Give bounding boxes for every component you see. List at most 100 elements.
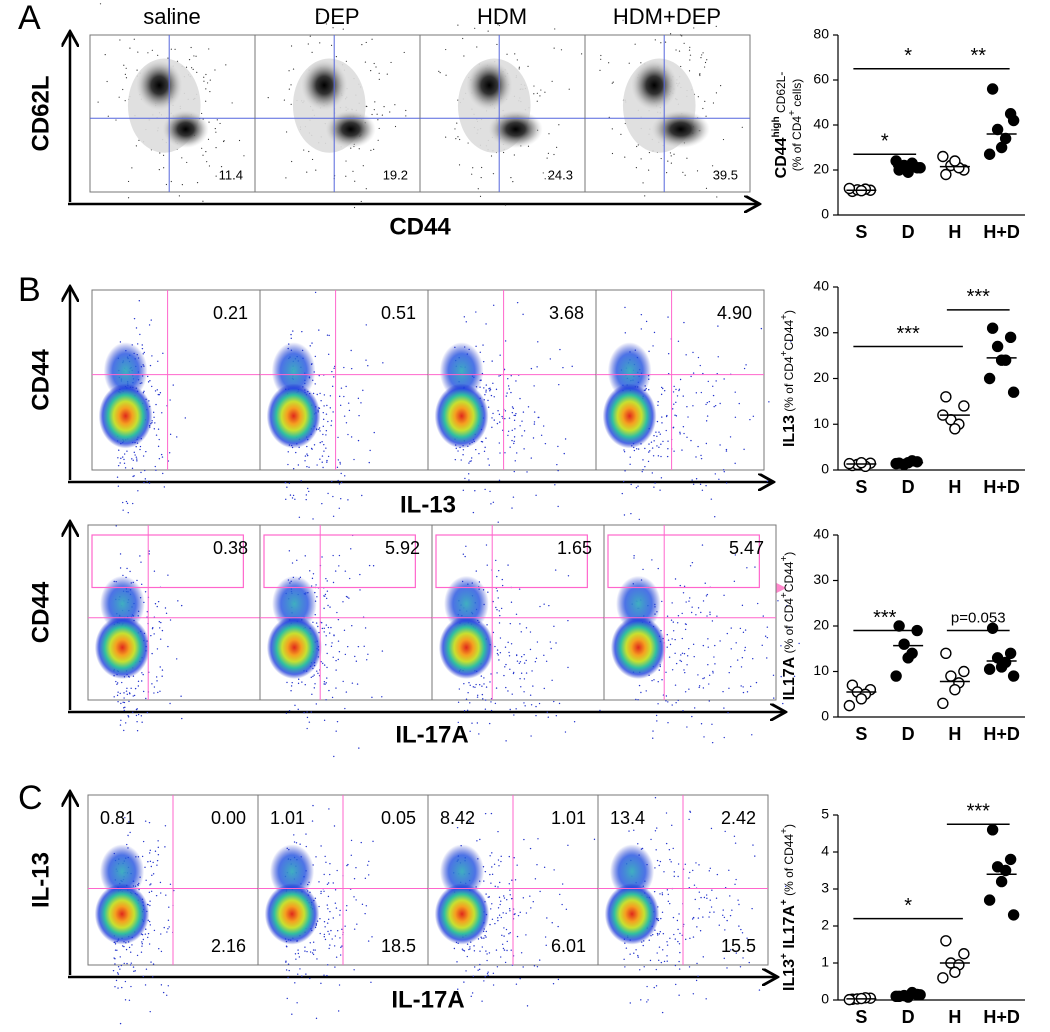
event-dot: [332, 555, 333, 556]
event-dot: [499, 882, 500, 883]
event-dot: [340, 473, 341, 474]
event-dot: [677, 941, 678, 942]
event-dot: [468, 479, 469, 480]
event-dot: [658, 455, 659, 456]
event-dot: [466, 699, 467, 700]
event-dot: [519, 678, 520, 679]
event-dot: [695, 862, 696, 863]
event-dot: [141, 672, 142, 673]
event-dot: [361, 201, 362, 202]
event-dot: [557, 506, 558, 507]
event-dot: [662, 1012, 663, 1013]
event-dot: [689, 70, 690, 71]
event-dot: [219, 123, 220, 124]
event-dot: [326, 635, 327, 636]
event-dot: [132, 468, 133, 469]
event-dot: [125, 981, 126, 982]
event-dot: [98, 101, 99, 102]
event-dot: [128, 716, 129, 717]
event-dot: [343, 29, 344, 30]
event-dot: [693, 484, 694, 485]
event-dot: [682, 710, 683, 711]
event-dot: [195, 56, 196, 57]
event-dot: [161, 676, 162, 677]
event-dot: [500, 901, 501, 902]
event-dot: [546, 661, 547, 662]
event-dot: [731, 909, 732, 910]
event-dot: [505, 340, 506, 341]
event-dot: [633, 830, 634, 831]
event-dot: [306, 466, 307, 467]
event-dot: [118, 485, 119, 486]
event-dot: [366, 106, 367, 107]
event-dot: [366, 188, 367, 189]
event-dot: [332, 697, 333, 698]
event-dot: [193, 69, 194, 70]
event-dot: [556, 715, 557, 716]
event-dot: [371, 114, 372, 115]
event-dot: [490, 503, 491, 504]
y-axis-label-part: ): [782, 552, 796, 556]
event-dot: [291, 1014, 292, 1015]
event-dot: [514, 914, 515, 915]
event-dot: [333, 657, 334, 658]
event-dot: [524, 705, 525, 706]
event-dot: [495, 607, 496, 608]
event-dot: [374, 432, 375, 433]
gate-percent: 2.42: [721, 808, 756, 828]
event-dot: [482, 344, 483, 345]
event-dot: [722, 915, 723, 916]
event-dot: [312, 805, 313, 806]
event-dot: [158, 428, 159, 429]
event-dot: [719, 444, 720, 445]
event-dot: [713, 911, 714, 912]
event-dot: [745, 364, 746, 365]
event-dot: [734, 884, 735, 885]
event-dot: [142, 943, 143, 944]
event-dot: [669, 938, 670, 939]
event-dot: [327, 334, 328, 335]
gate-percent: 13.4: [610, 808, 645, 828]
event-dot: [123, 946, 124, 947]
event-dot: [481, 1001, 482, 1002]
event-dot: [653, 435, 654, 436]
event-dot: [332, 27, 333, 28]
event-dot: [653, 679, 654, 680]
event-dot: [716, 92, 717, 93]
event-dot: [510, 623, 511, 624]
event-dot: [735, 642, 736, 643]
event-dot: [499, 615, 500, 616]
event-dot: [481, 167, 482, 168]
event-dot: [648, 451, 649, 452]
event-dot: [161, 412, 162, 413]
event-dot: [368, 861, 369, 862]
event-dot: [530, 695, 531, 696]
event-dot: [133, 460, 134, 461]
event-dot: [165, 825, 166, 826]
event-dot: [672, 408, 673, 409]
y-axis-label-part: IL17A: [781, 905, 798, 953]
event-dot: [531, 670, 532, 671]
gate-percent: 39.5: [713, 167, 738, 182]
event-dot: [707, 594, 708, 595]
event-dot: [695, 899, 696, 900]
event-dot: [487, 564, 488, 565]
event-dot: [511, 440, 512, 441]
event-dot: [139, 449, 140, 450]
event-dot: [314, 687, 315, 688]
event-dot: [326, 624, 327, 625]
x-tick-label: S: [855, 222, 867, 242]
flow-y-label: CD62L: [27, 75, 54, 151]
event-dot: [669, 849, 670, 850]
event-dot: [181, 718, 182, 719]
event-dot: [122, 502, 123, 503]
event-dot: [290, 494, 291, 495]
event-dot: [648, 461, 649, 462]
event-dot: [551, 680, 552, 681]
event-dot: [527, 66, 528, 67]
event-dot: [344, 926, 345, 927]
event-dot: [288, 451, 289, 452]
event-dot: [533, 901, 534, 902]
event-dot: [685, 939, 686, 940]
event-dot: [121, 987, 122, 988]
